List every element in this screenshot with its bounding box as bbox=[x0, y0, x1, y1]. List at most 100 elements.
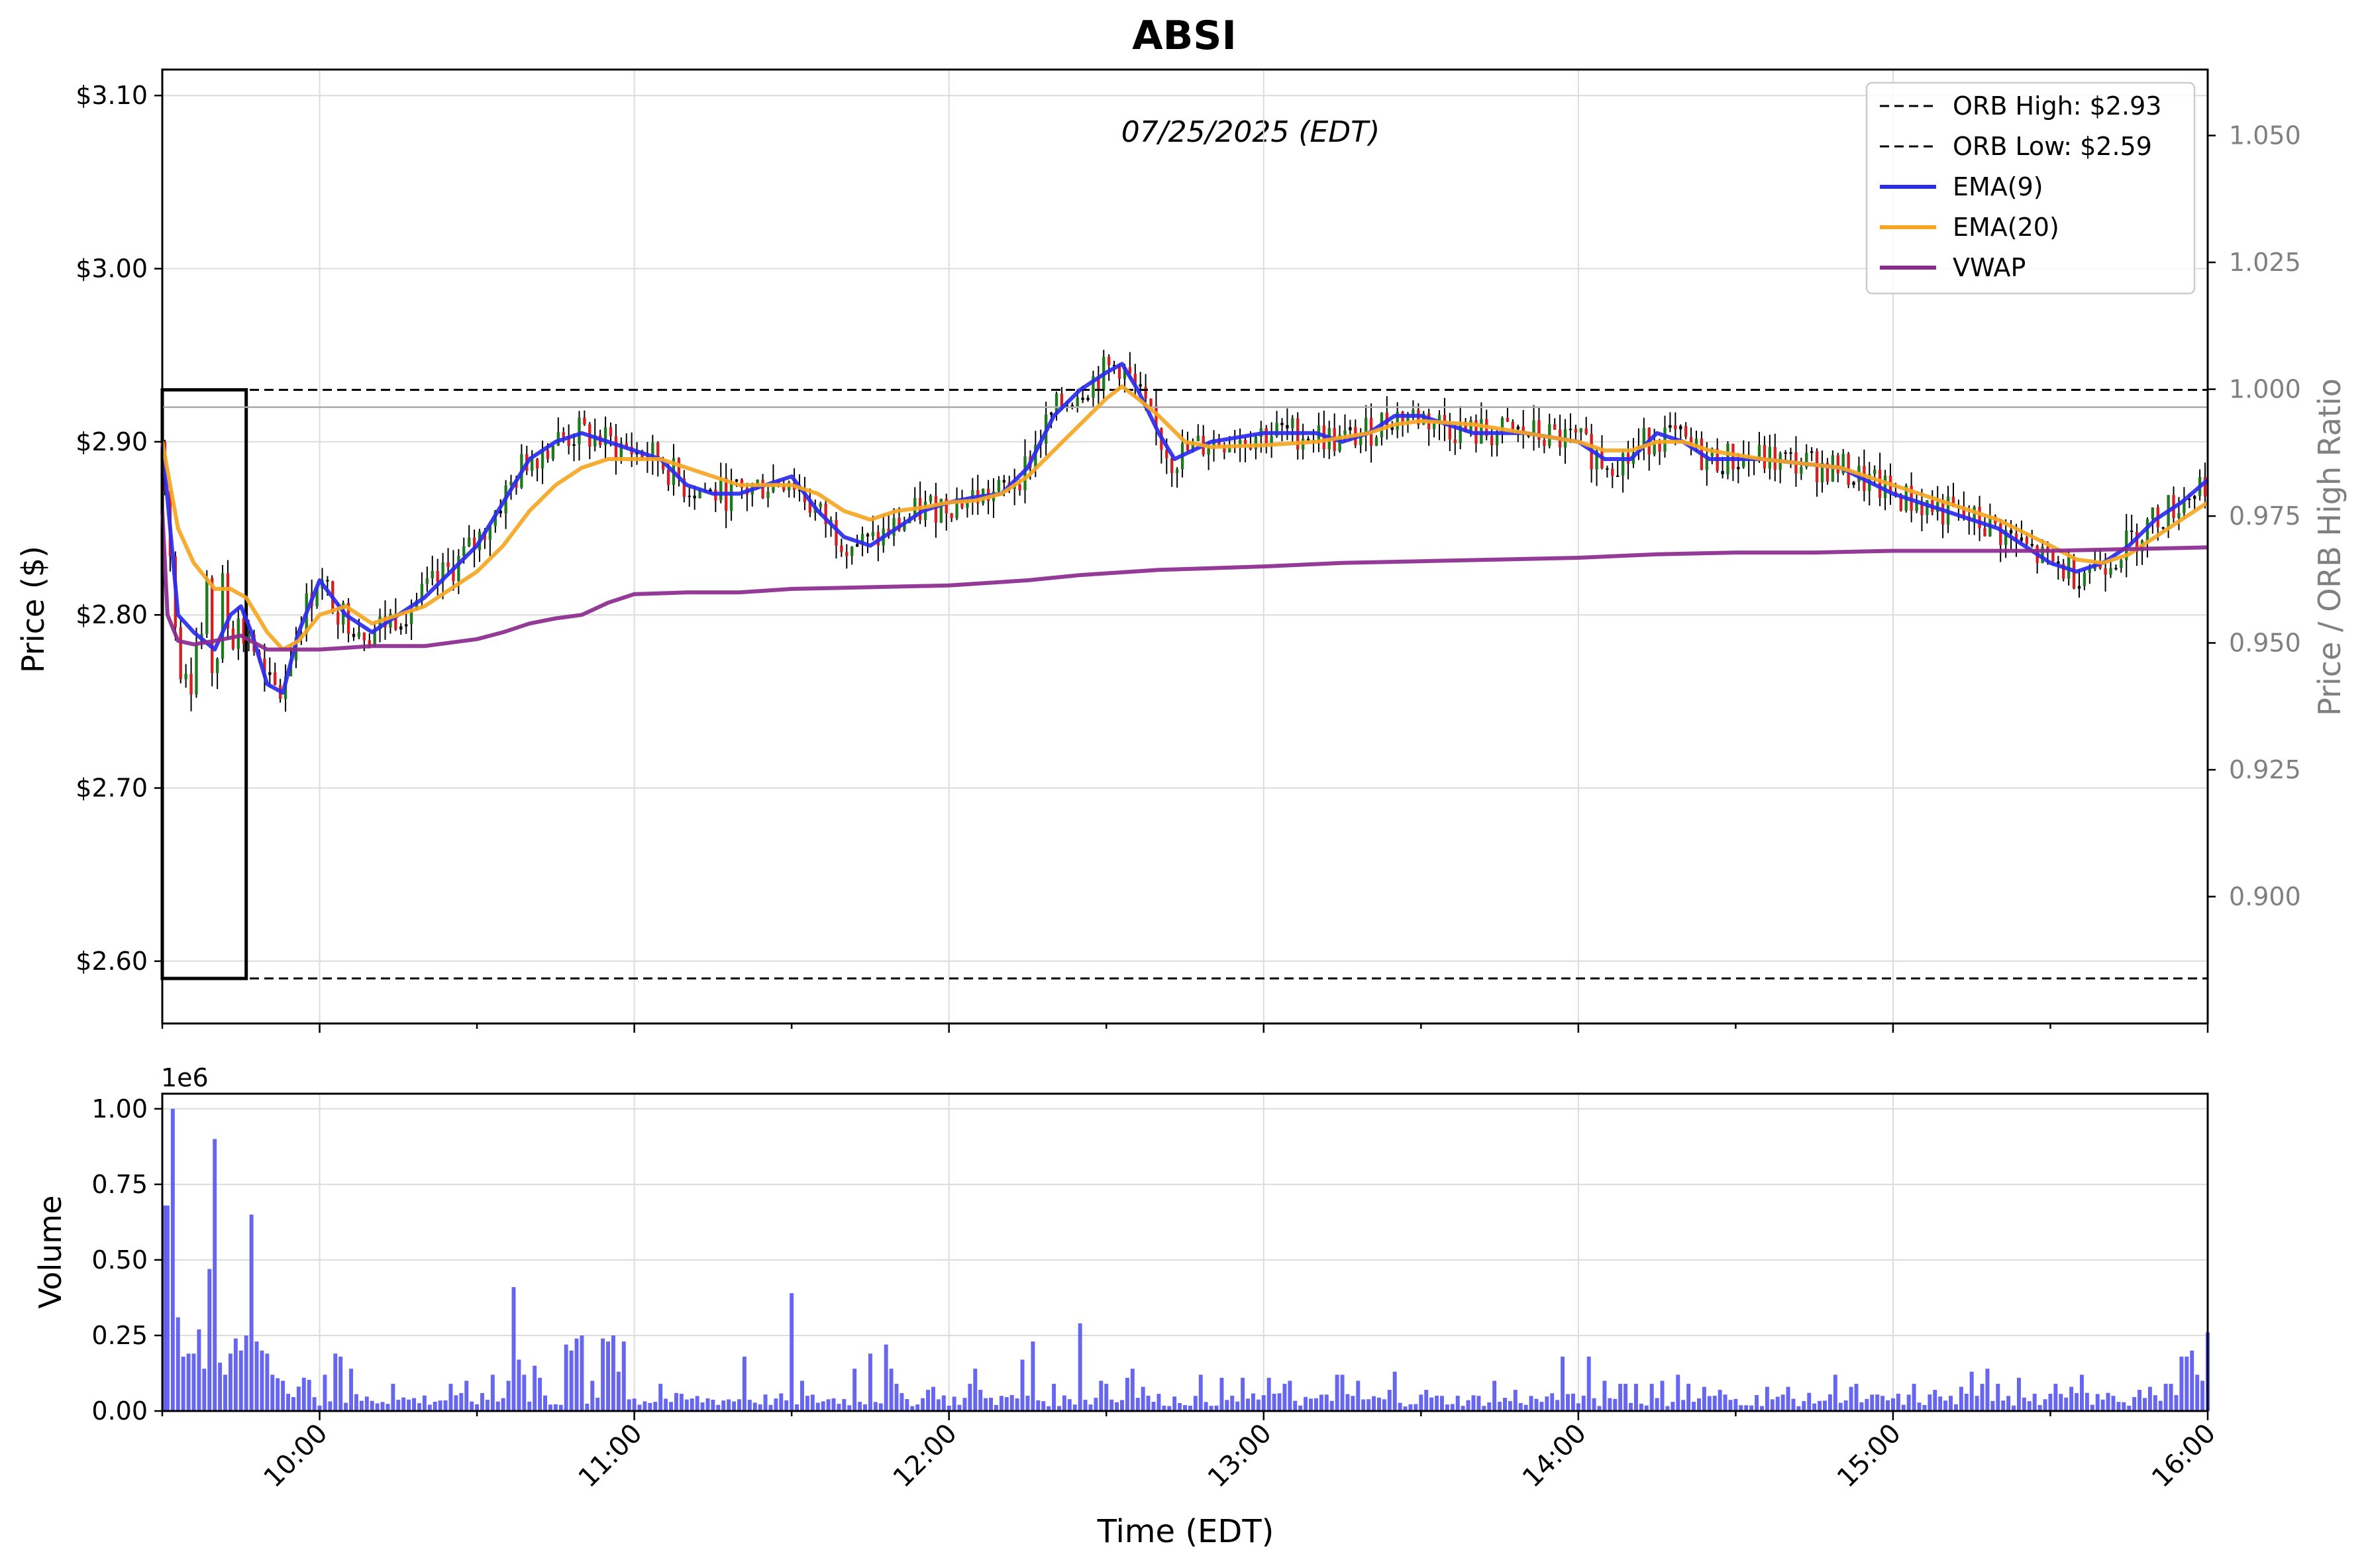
volume-bar bbox=[800, 1381, 804, 1411]
volume-bar bbox=[359, 1400, 364, 1411]
volume-bar bbox=[1403, 1406, 1408, 1411]
volume-bar bbox=[1492, 1381, 1497, 1411]
volume-bar bbox=[1471, 1395, 1476, 1411]
volume-bar bbox=[2163, 1383, 2168, 1411]
volume-bar bbox=[747, 1400, 752, 1411]
candle-body bbox=[1396, 411, 1399, 430]
candle-body bbox=[472, 537, 476, 550]
candle-body bbox=[1584, 428, 1588, 434]
candle-body bbox=[1453, 439, 1457, 443]
candle-body bbox=[457, 556, 460, 582]
candle-body bbox=[1653, 442, 1656, 455]
candle-body bbox=[1155, 405, 1158, 429]
volume-bar bbox=[1796, 1406, 1801, 1411]
volume-bar bbox=[1618, 1383, 1623, 1411]
volume-bar bbox=[737, 1399, 741, 1411]
volume-bar bbox=[1104, 1383, 1109, 1411]
ratio-y-tick-label: 0.950 bbox=[2229, 629, 2301, 658]
volume-bar bbox=[1990, 1400, 1995, 1411]
candle-body bbox=[1223, 445, 1226, 452]
volume-bar bbox=[1366, 1399, 1371, 1411]
volume-y-tick-label: 0.50 bbox=[91, 1245, 148, 1275]
volume-bar bbox=[889, 1369, 894, 1411]
candle-body bbox=[1359, 435, 1363, 445]
volume-bar bbox=[1356, 1381, 1361, 1411]
volume-bar bbox=[595, 1397, 600, 1411]
volume-bar bbox=[1476, 1396, 1481, 1411]
volume-bar bbox=[548, 1404, 552, 1411]
candle-body bbox=[2014, 533, 2018, 541]
candle-body bbox=[766, 492, 770, 498]
volume-bar bbox=[1676, 1375, 1680, 1411]
volume-bar bbox=[1655, 1398, 1659, 1411]
volume-bar bbox=[1671, 1402, 1675, 1411]
volume-bar bbox=[1424, 1390, 1429, 1411]
volume-bar bbox=[186, 1353, 191, 1411]
volume-bar bbox=[391, 1383, 395, 1411]
volume-bar bbox=[265, 1353, 270, 1411]
volume-bar bbox=[501, 1398, 505, 1411]
volume-bar bbox=[810, 1394, 815, 1411]
volume-bar bbox=[978, 1390, 983, 1411]
candle-body bbox=[677, 458, 681, 479]
volume-bar bbox=[1057, 1406, 1061, 1411]
candle-body bbox=[1742, 456, 1745, 467]
volume-bar bbox=[1382, 1399, 1386, 1411]
volume-bar bbox=[1827, 1394, 1832, 1411]
volume-bar bbox=[1109, 1399, 1114, 1411]
legend-label-ema-9: EMA(9) bbox=[1953, 172, 2043, 201]
candle-body bbox=[1926, 499, 1929, 515]
volume-bar bbox=[558, 1404, 563, 1411]
candle-body bbox=[1543, 439, 1546, 446]
volume-bar bbox=[2147, 1386, 2152, 1411]
candle-body bbox=[1264, 428, 1268, 445]
candle-body bbox=[2051, 551, 2055, 562]
volume-bar bbox=[721, 1400, 726, 1411]
candle-body bbox=[1569, 429, 1572, 431]
volume-bar bbox=[375, 1403, 380, 1411]
candle-body bbox=[614, 436, 618, 458]
volume-bar bbox=[291, 1396, 295, 1411]
volume-bar bbox=[244, 1335, 248, 1411]
volume-bar bbox=[480, 1392, 484, 1411]
ratio-y-tick-label: 0.925 bbox=[2229, 755, 2301, 784]
volume-bar bbox=[344, 1402, 348, 1411]
candle-body bbox=[1280, 423, 1284, 425]
candle-body bbox=[1721, 471, 1724, 474]
volume-bar bbox=[637, 1404, 642, 1411]
volume-bar bbox=[1644, 1405, 1649, 1411]
candle-body bbox=[898, 518, 901, 531]
candle-body bbox=[441, 562, 444, 582]
volume-bar bbox=[758, 1404, 762, 1411]
volume-bar bbox=[475, 1404, 480, 1411]
candle-body bbox=[1349, 427, 1352, 431]
volume-bar bbox=[1392, 1371, 1397, 1411]
volume-bar bbox=[527, 1401, 532, 1411]
candle-body bbox=[1291, 418, 1294, 429]
legend-label-ema-20: EMA(20) bbox=[1953, 213, 2059, 242]
candle-body bbox=[1464, 421, 1467, 431]
candle-body bbox=[603, 427, 607, 445]
volume-bar bbox=[2016, 1377, 2021, 1411]
volume-bar bbox=[606, 1341, 610, 1411]
candle-body bbox=[761, 480, 764, 498]
volume-bar bbox=[323, 1375, 327, 1411]
volume-bar bbox=[165, 1205, 170, 1411]
volume-multiplier-label: 1e6 bbox=[161, 1063, 209, 1092]
volume-bar bbox=[601, 1338, 605, 1411]
volume-bar bbox=[1928, 1394, 1932, 1411]
ratio-axis-title: Price / ORB High Ratio bbox=[2312, 378, 2347, 716]
volume-bar bbox=[910, 1406, 915, 1411]
volume-bar bbox=[2185, 1356, 2189, 1411]
volume-bar bbox=[1917, 1402, 1922, 1411]
volume-bar bbox=[1440, 1396, 1444, 1411]
volume-bar bbox=[878, 1403, 883, 1411]
volume-bar bbox=[752, 1402, 757, 1411]
volume-bar bbox=[994, 1404, 998, 1411]
volume-bar bbox=[1566, 1394, 1570, 1411]
candle-body bbox=[1081, 397, 1084, 400]
candle-body bbox=[405, 624, 408, 627]
candle-body bbox=[274, 672, 277, 686]
volume-bar bbox=[2143, 1398, 2147, 1411]
volume-bar bbox=[1198, 1375, 1203, 1411]
